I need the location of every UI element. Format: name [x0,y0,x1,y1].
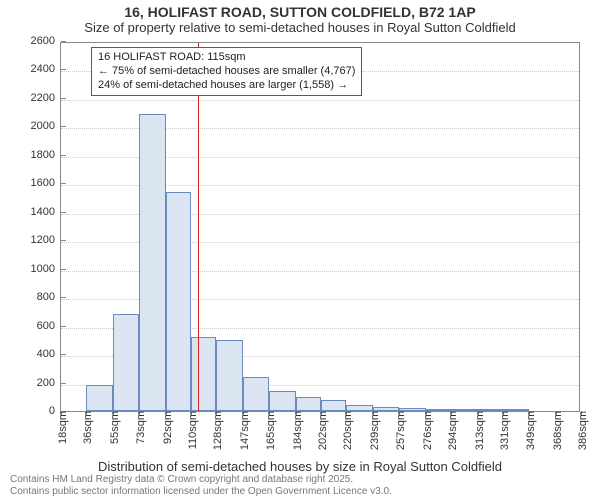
annotation-line: ← 75% of semi-detached houses are smalle… [98,65,355,79]
histogram-bar [139,114,166,411]
x-tick-label: 276sqm [418,411,434,450]
x-tick-label: 55sqm [105,411,121,444]
footer-line-2: Contains public sector information licen… [10,486,392,498]
x-tick-label: 349sqm [521,411,537,450]
y-tick-label: 1000 [31,263,61,275]
x-tick-label: 386sqm [573,411,589,450]
annotation-line: 24% of semi-detached houses are larger (… [98,79,355,93]
y-tick-label: 600 [37,320,61,332]
x-tick-label: 257sqm [391,411,407,450]
y-tick-label: 800 [37,291,61,303]
x-tick-label: 147sqm [235,411,251,450]
histogram-bar [191,337,216,411]
chart-title-main: 16, HOLIFAST ROAD, SUTTON COLDFIELD, B72… [0,0,600,20]
histogram-bar [321,400,346,411]
footer-line-1: Contains HM Land Registry data © Crown c… [10,474,392,486]
histogram-bar [269,391,296,411]
annotation-title: 16 HOLIFAST ROAD: 115sqm [98,51,355,65]
x-tick-label: 165sqm [261,411,277,450]
histogram-bar [216,340,243,411]
chart-plot-area: 0200400600800100012001400160018002000220… [60,42,580,412]
y-tick-label: 2200 [31,92,61,104]
y-tick-label: 200 [37,377,61,389]
histogram-bar [296,397,321,411]
x-tick-label: 128sqm [208,411,224,450]
x-tick-label: 202sqm [313,411,329,450]
x-tick-label: 36sqm [78,411,94,444]
x-tick-label: 313sqm [470,411,486,450]
chart-title-sub: Size of property relative to semi-detach… [0,20,600,37]
gridline [61,100,579,101]
x-tick-label: 294sqm [443,411,459,450]
y-tick-label: 1800 [31,149,61,161]
y-tick-label: 1400 [31,206,61,218]
y-tick-label: 2000 [31,120,61,132]
x-tick-label: 220sqm [338,411,354,450]
y-tick-label: 2600 [31,35,61,47]
x-axis-label: Distribution of semi-detached houses by … [98,459,502,474]
y-tick-label: 400 [37,348,61,360]
x-tick-label: 368sqm [548,411,564,450]
y-tick-label: 1600 [31,177,61,189]
y-tick-label: 1200 [31,234,61,246]
histogram-bar [243,377,268,411]
annotation-box: 16 HOLIFAST ROAD: 115sqm← 75% of semi-de… [91,47,362,96]
histogram-bar [113,314,138,411]
x-tick-label: 92sqm [158,411,174,444]
x-tick-label: 331sqm [495,411,511,450]
x-tick-label: 110sqm [183,411,199,449]
y-tick-label: 2400 [31,63,61,75]
chart-footer: Contains HM Land Registry data © Crown c… [10,474,392,498]
x-tick-label: 73sqm [131,411,147,444]
x-tick-label: 239sqm [365,411,381,450]
x-tick-label: 18sqm [53,411,69,444]
histogram-bar [166,192,191,411]
x-tick-label: 184sqm [288,411,304,450]
histogram-bar [86,385,113,411]
marker-line [198,43,199,411]
